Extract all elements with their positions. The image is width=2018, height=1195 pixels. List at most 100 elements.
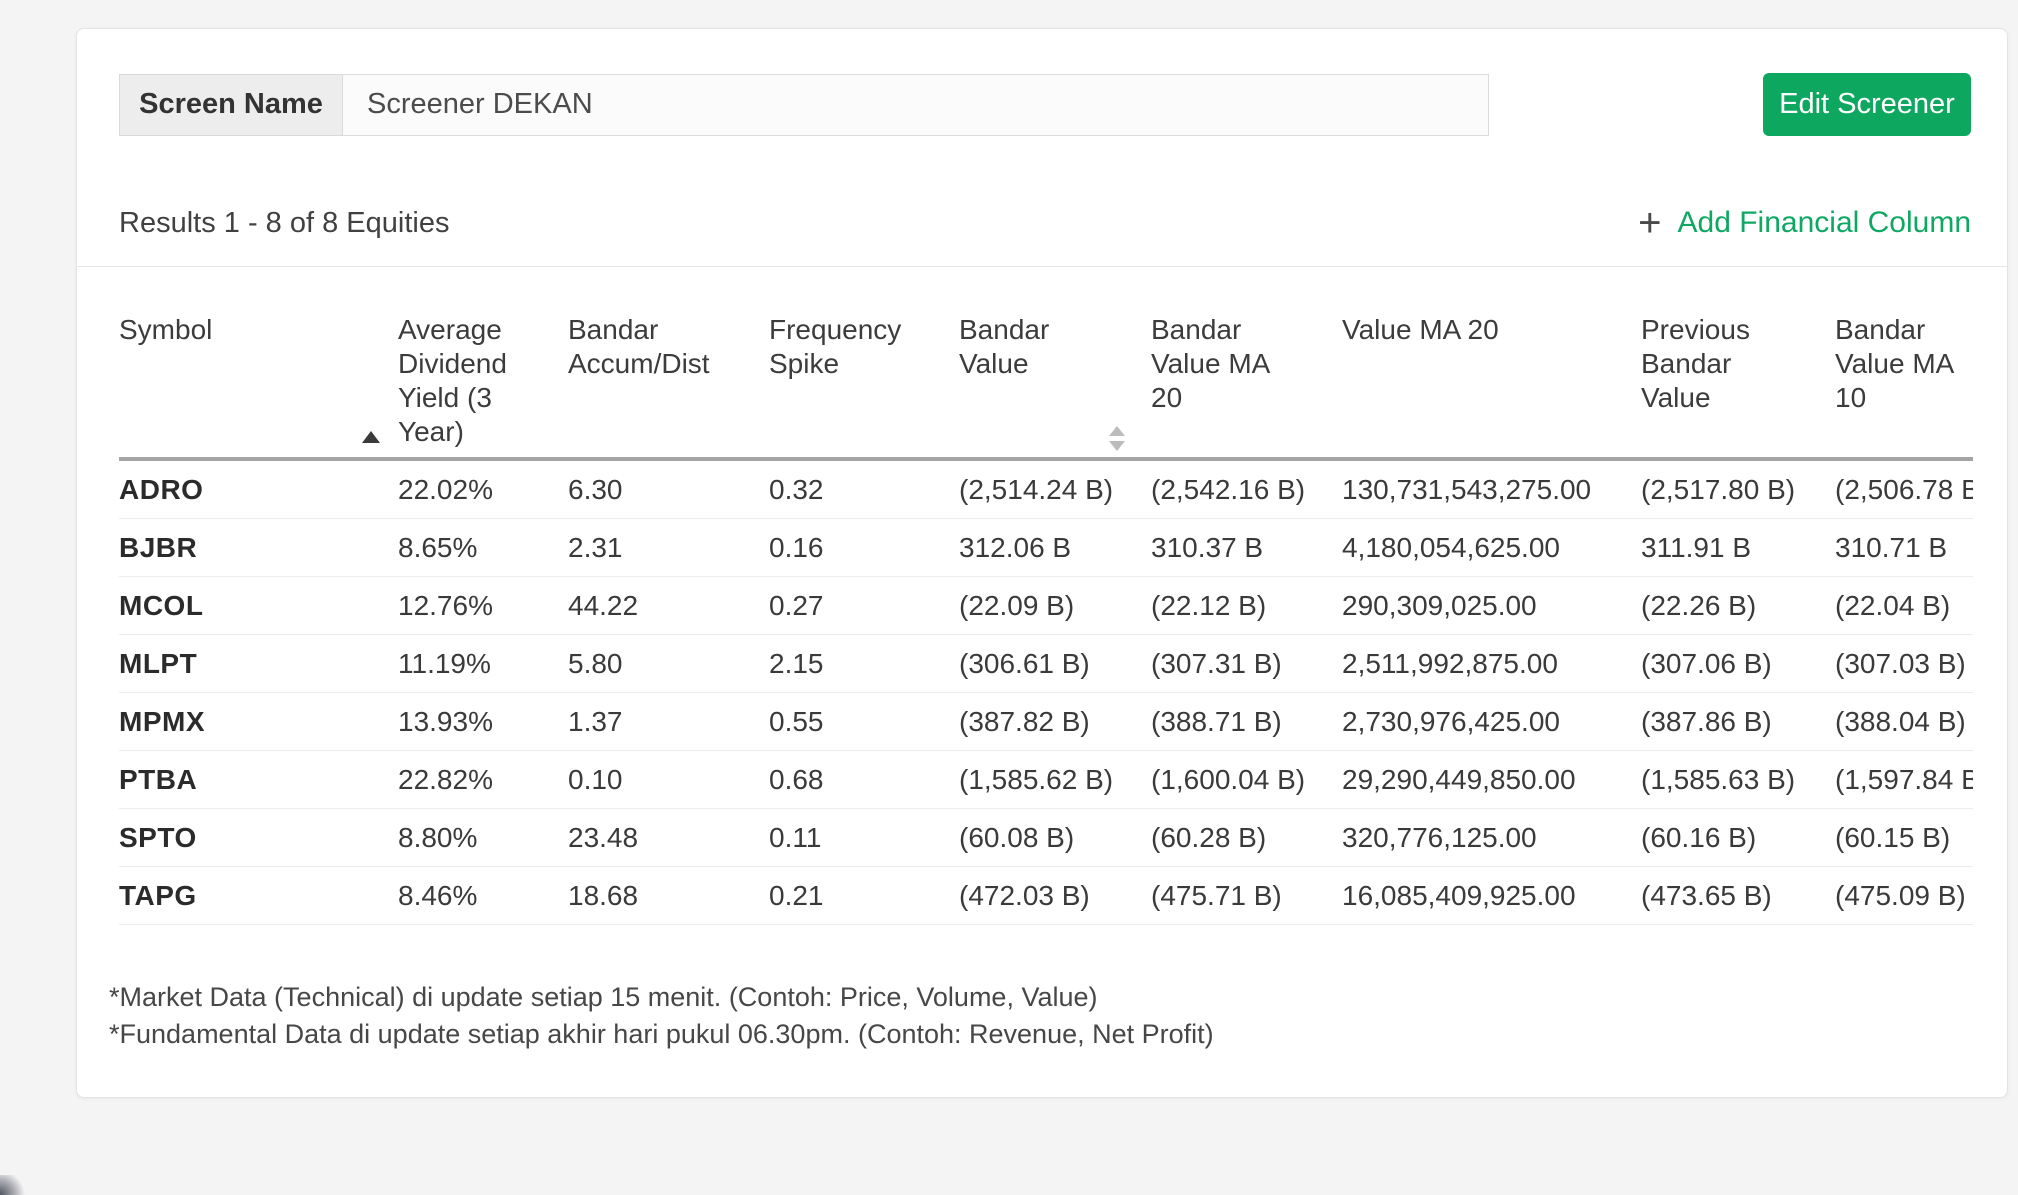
value-cell: 0.27 <box>769 589 824 621</box>
footnotes: *Market Data (Technical) di update setia… <box>77 925 2007 1097</box>
symbol-cell[interactable]: MCOL <box>119 589 204 621</box>
symbol-cell[interactable]: MPMX <box>119 705 205 737</box>
value-cell: 2.15 <box>769 647 824 679</box>
value-cell: (1,597.84 B) <box>1835 763 1973 795</box>
value-cell: (60.16 B) <box>1641 821 1757 853</box>
value-cell: (1,585.63 B) <box>1641 763 1796 795</box>
header-underline <box>119 457 1973 461</box>
value-cell: 130,731,543,275.00 <box>1342 473 1592 505</box>
table-row-adro[interactable]: ADRO 22.02% 6.30 0.32 (2,514.24 B) (2,542.16 … <box>119 461 1973 519</box>
column-header-label: Symbol <box>119 314 213 345</box>
value-cell: (473.65 B) <box>1641 879 1772 911</box>
value-cell: 0.11 <box>769 821 822 853</box>
add-financial-column-link[interactable]: + Add Financial Column <box>1638 201 1971 245</box>
column-header-bandar-value[interactable]: Bandar Value <box>959 313 1151 457</box>
plus-icon: + <box>1638 201 1662 245</box>
value-cell: (2,514.24 B) <box>959 473 1114 505</box>
screen-name-input[interactable] <box>343 73 1489 136</box>
value-cell: 8.80% <box>398 821 478 853</box>
value-cell: (22.04 B) <box>1835 589 1951 621</box>
column-header-symbol[interactable]: Symbol <box>119 313 398 457</box>
value-cell: (388.71 B) <box>1151 705 1282 737</box>
column-header-label: Bandar Value MA 10 <box>1835 314 1953 413</box>
value-cell: 320,776,125.00 <box>1342 821 1537 853</box>
column-header-label: Bandar Value <box>959 314 1050 379</box>
value-cell: 22.82% <box>398 763 493 795</box>
table-row-mlpt[interactable]: MLPT 11.19% 5.80 2.15 (306.61 B) (307.31 B) 2,… <box>119 635 1973 693</box>
value-cell: 0.68 <box>769 763 824 795</box>
value-cell: (388.04 B) <box>1835 705 1966 737</box>
value-cell: 2.31 <box>568 531 623 563</box>
value-cell: (2,517.80 B) <box>1641 473 1796 505</box>
column-header-frequency-spike[interactable]: Frequency Spike <box>769 313 959 457</box>
column-header-bandar-value-ma-20[interactable]: Bandar Value MA 20 <box>1151 313 1342 457</box>
table-row-ptba[interactable]: PTBA 22.82% 0.10 0.68 (1,585.62 B) (1,600.04 … <box>119 751 1973 809</box>
value-cell: 23.48 <box>568 821 639 853</box>
value-cell: (60.28 B) <box>1151 821 1267 853</box>
value-cell: 0.55 <box>769 705 824 737</box>
value-cell: (2,506.78 B) <box>1835 473 1973 505</box>
value-cell: (60.15 B) <box>1835 821 1951 853</box>
results-band: Results 1 - 8 of 8 Equities + Add Financ… <box>77 136 2007 267</box>
value-cell: (307.03 B) <box>1835 647 1966 679</box>
symbol-cell[interactable]: SPTO <box>119 821 197 853</box>
table-row-mcol[interactable]: MCOL 12.76% 44.22 0.27 (22.09 B) (22.12 B) 290… <box>119 577 1973 635</box>
value-cell: 2,511,992,875.00 <box>1342 647 1558 679</box>
symbol-cell[interactable]: PTBA <box>119 763 198 795</box>
screener-table: Symbol Average Dividend Yield (3 Year) Ban… <box>119 267 1973 925</box>
column-header-bandar-accum-dist[interactable]: Bandar Accum/Dist <box>568 313 769 457</box>
value-cell: 13.93% <box>398 705 493 737</box>
value-cell: (22.26 B) <box>1641 589 1757 621</box>
value-cell: 16,085,409,925.00 <box>1342 879 1576 911</box>
table-row-spto[interactable]: SPTO 8.80% 23.48 0.11 (60.08 B) (60.28 B) 320,… <box>119 809 1973 867</box>
sort-toggle-icon <box>1109 426 1125 451</box>
value-cell: 310.71 B <box>1835 531 1948 563</box>
value-cell: 0.16 <box>769 531 824 563</box>
column-header-bandar-value-ma-10[interactable]: Bandar Value MA 10 <box>1835 313 1973 457</box>
edit-screener-button[interactable]: Edit Screener <box>1763 73 1971 136</box>
value-cell: (22.12 B) <box>1151 589 1267 621</box>
screener-card: Screen Name Edit Screener Results 1 - 8 … <box>76 28 2008 1098</box>
value-cell: 8.65% <box>398 531 478 563</box>
table-row-tapg[interactable]: TAPG 8.46% 18.68 0.21 (472.03 B) (475.71 B) 16… <box>119 867 1973 925</box>
column-header-previous-bandar-value[interactable]: Previous Bandar Value <box>1641 313 1835 457</box>
symbol-cell[interactable]: TAPG <box>119 879 197 911</box>
table-header-row: Symbol Average Dividend Yield (3 Year) Ban… <box>119 267 1973 457</box>
sort-ascending-icon <box>362 431 380 443</box>
results-count: Results 1 - 8 of 8 Equities <box>119 206 450 239</box>
value-cell: (306.61 B) <box>959 647 1090 679</box>
value-cell: 29,290,449,850.00 <box>1342 763 1576 795</box>
value-cell: (60.08 B) <box>959 821 1075 853</box>
value-cell: (2,542.16 B) <box>1151 473 1306 505</box>
value-cell: (387.86 B) <box>1641 705 1772 737</box>
symbol-cell[interactable]: MLPT <box>119 647 198 679</box>
value-cell: (1,600.04 B) <box>1151 763 1306 795</box>
value-cell: 0.21 <box>769 879 824 911</box>
bottom-left-artifact <box>0 1175 28 1195</box>
table-row-bjbr[interactable]: BJBR 8.65% 2.31 0.16 312.06 B 310.37 B 4,180,0… <box>119 519 1973 577</box>
footnote-fundamental-data: *Fundamental Data di update setiap akhir… <box>109 1019 1214 1049</box>
value-cell: 6.30 <box>568 473 623 505</box>
value-cell: (387.82 B) <box>959 705 1090 737</box>
column-header-value-ma-20[interactable]: Value MA 20 <box>1342 313 1641 457</box>
value-cell: 11.19% <box>398 647 491 679</box>
value-cell: (475.09 B) <box>1835 879 1966 911</box>
value-cell: 8.46% <box>398 879 478 911</box>
column-header-label: Bandar Value MA 20 <box>1151 314 1269 413</box>
value-cell: 12.76% <box>398 589 493 621</box>
value-cell: 4,180,054,625.00 <box>1342 531 1560 563</box>
value-cell: 18.68 <box>568 879 639 911</box>
column-header-average-dividend-yield-3-year[interactable]: Average Dividend Yield (3 Year) <box>362 313 568 457</box>
value-cell: 312.06 B <box>959 531 1072 563</box>
symbol-cell[interactable]: ADRO <box>119 473 204 505</box>
table-row-mpmx[interactable]: MPMX 13.93% 1.37 0.55 (387.82 B) (388.71 B) 2,… <box>119 693 1973 751</box>
value-cell: (475.71 B) <box>1151 879 1282 911</box>
column-header-label: Bandar Accum/Dist <box>568 314 710 379</box>
add-financial-column-label: Add Financial Column <box>1677 206 1971 239</box>
column-header-label: Value MA 20 <box>1342 314 1499 345</box>
value-cell: (307.06 B) <box>1641 647 1772 679</box>
column-header-label: Average Dividend Yield (3 Year) <box>398 314 507 447</box>
value-cell: 22.02% <box>398 473 493 505</box>
symbol-cell[interactable]: BJBR <box>119 531 198 563</box>
value-cell: (1,585.62 B) <box>959 763 1114 795</box>
